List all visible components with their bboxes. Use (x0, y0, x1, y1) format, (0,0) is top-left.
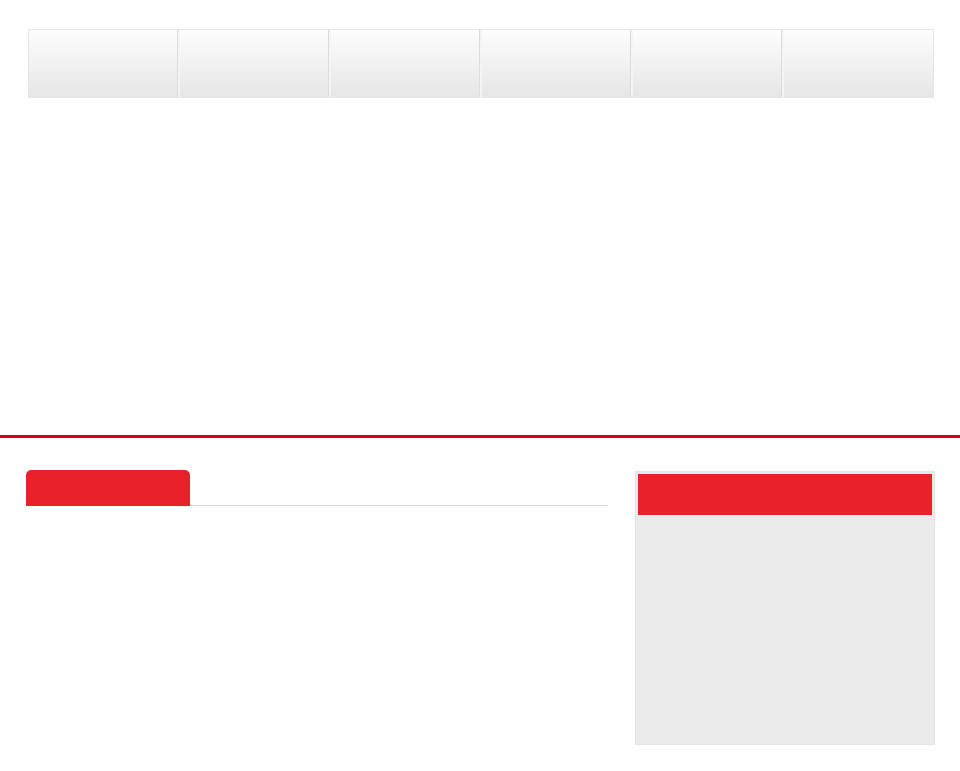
section-divider (0, 435, 960, 438)
sidebar-header (638, 474, 932, 515)
top-navigation (28, 29, 934, 98)
nav-item-1[interactable] (29, 30, 180, 97)
nav-item-5[interactable] (633, 30, 784, 97)
nav-item-4[interactable] (482, 30, 633, 97)
sidebar-panel (635, 471, 935, 745)
content-tab[interactable] (26, 470, 190, 506)
nav-item-6[interactable] (784, 30, 933, 97)
tab-underline (190, 505, 608, 506)
nav-item-2[interactable] (180, 30, 331, 97)
nav-item-3[interactable] (331, 30, 482, 97)
